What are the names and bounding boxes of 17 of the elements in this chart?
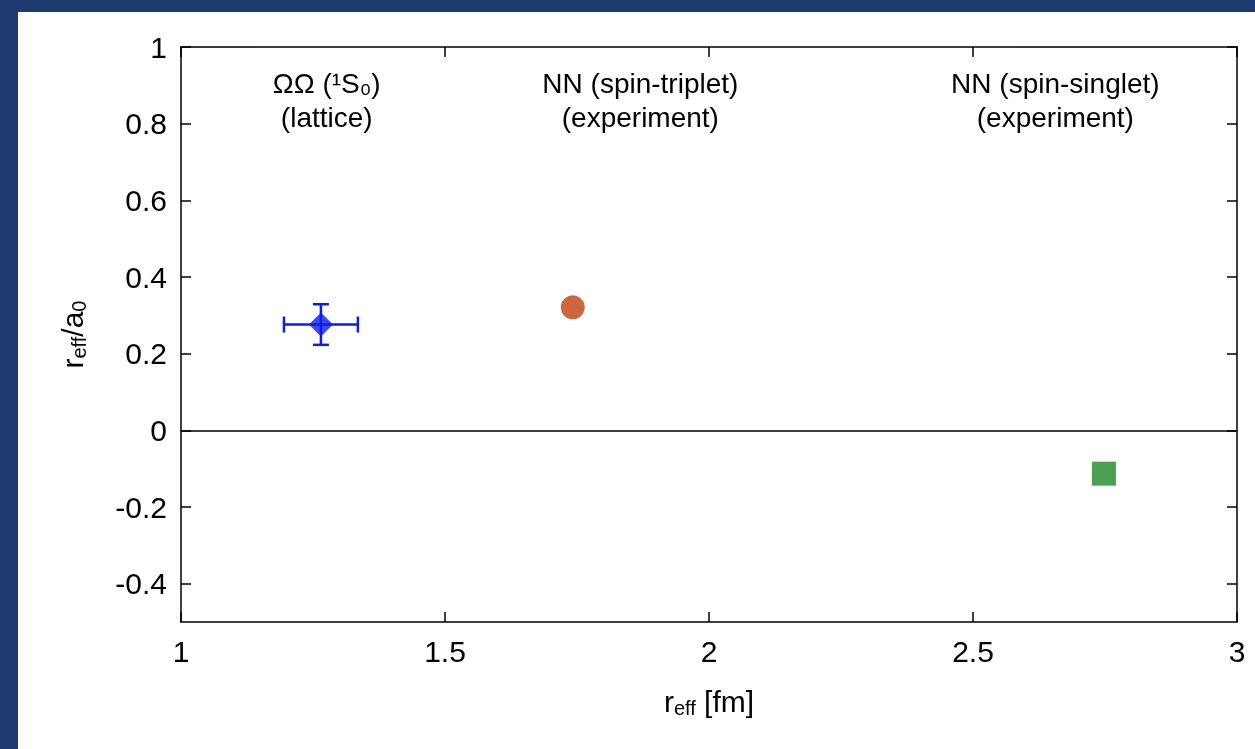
x-tick-label: 1.5	[424, 634, 466, 668]
y-tick-label: -0.2	[115, 490, 167, 524]
y-axis-title: reff/a0	[55, 300, 90, 369]
annotation: NN (spin-singlet) (experiment)	[951, 67, 1160, 133]
x-tick-label: 3	[1228, 634, 1246, 668]
y-tick-label: 1	[150, 30, 167, 64]
y-tick-label: 0.6	[125, 183, 167, 217]
x-tick-label: 2.5	[952, 634, 994, 668]
y-tick-label: 0.8	[125, 107, 167, 141]
x-tick-label: 1	[172, 634, 190, 668]
annotation: ΩΩ (¹S₀) (lattice)	[272, 67, 381, 133]
y-tick-label: -0.4	[115, 567, 167, 601]
x-tick-label: 2	[700, 634, 718, 668]
y-tick-label: 0.2	[125, 337, 167, 371]
y-tick-label: 0.4	[125, 260, 167, 294]
annotation: NN (spin-triplet) (experiment)	[542, 67, 739, 133]
y-tick-label: 0	[150, 413, 167, 447]
